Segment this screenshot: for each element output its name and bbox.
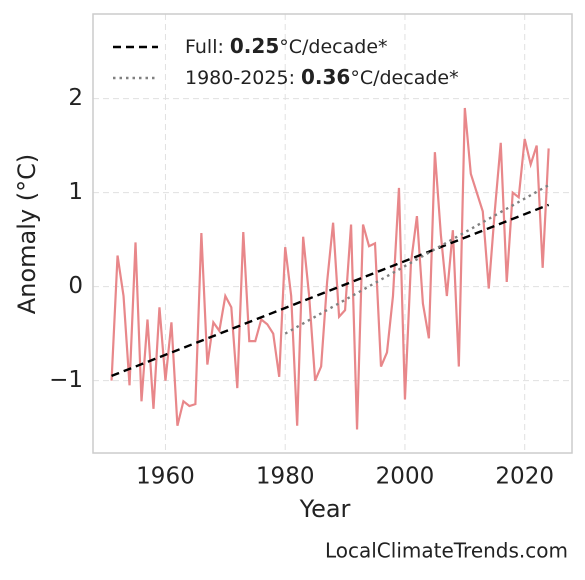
x-tick-label: 1980: [256, 464, 315, 490]
legend-name: 1980-2025:: [185, 67, 295, 89]
legend-rate: 0.25: [230, 34, 279, 58]
y-tick-label: −1: [49, 367, 83, 393]
x-axis-label: Year: [299, 495, 351, 523]
y-tick-label: 1: [68, 179, 83, 205]
legend-label: Full: 0.25°C/decade*: [185, 34, 388, 58]
series-line: [111, 203, 550, 378]
legend-unit: °C/decade*: [350, 67, 458, 89]
x-tick-label: 1960: [136, 464, 195, 490]
x-tick-label: 2000: [376, 464, 435, 490]
legend-label: 1980-2025: 0.36°C/decade*: [185, 65, 459, 89]
legend-unit: °C/decade*: [279, 36, 387, 58]
series-line: [284, 184, 550, 335]
y-tick-label: 2: [68, 85, 83, 111]
series-line: [110, 107, 550, 430]
plot-frame: [92, 13, 573, 454]
source: LocalClimateTrends.com: [325, 539, 568, 563]
legend-name: Full:: [185, 36, 224, 58]
y-axis-label: Anomaly (°C): [13, 154, 41, 314]
x-tick-label: 2020: [495, 464, 554, 490]
legend-rate: 0.36: [301, 65, 350, 89]
y-tick-label: 0: [68, 273, 83, 299]
